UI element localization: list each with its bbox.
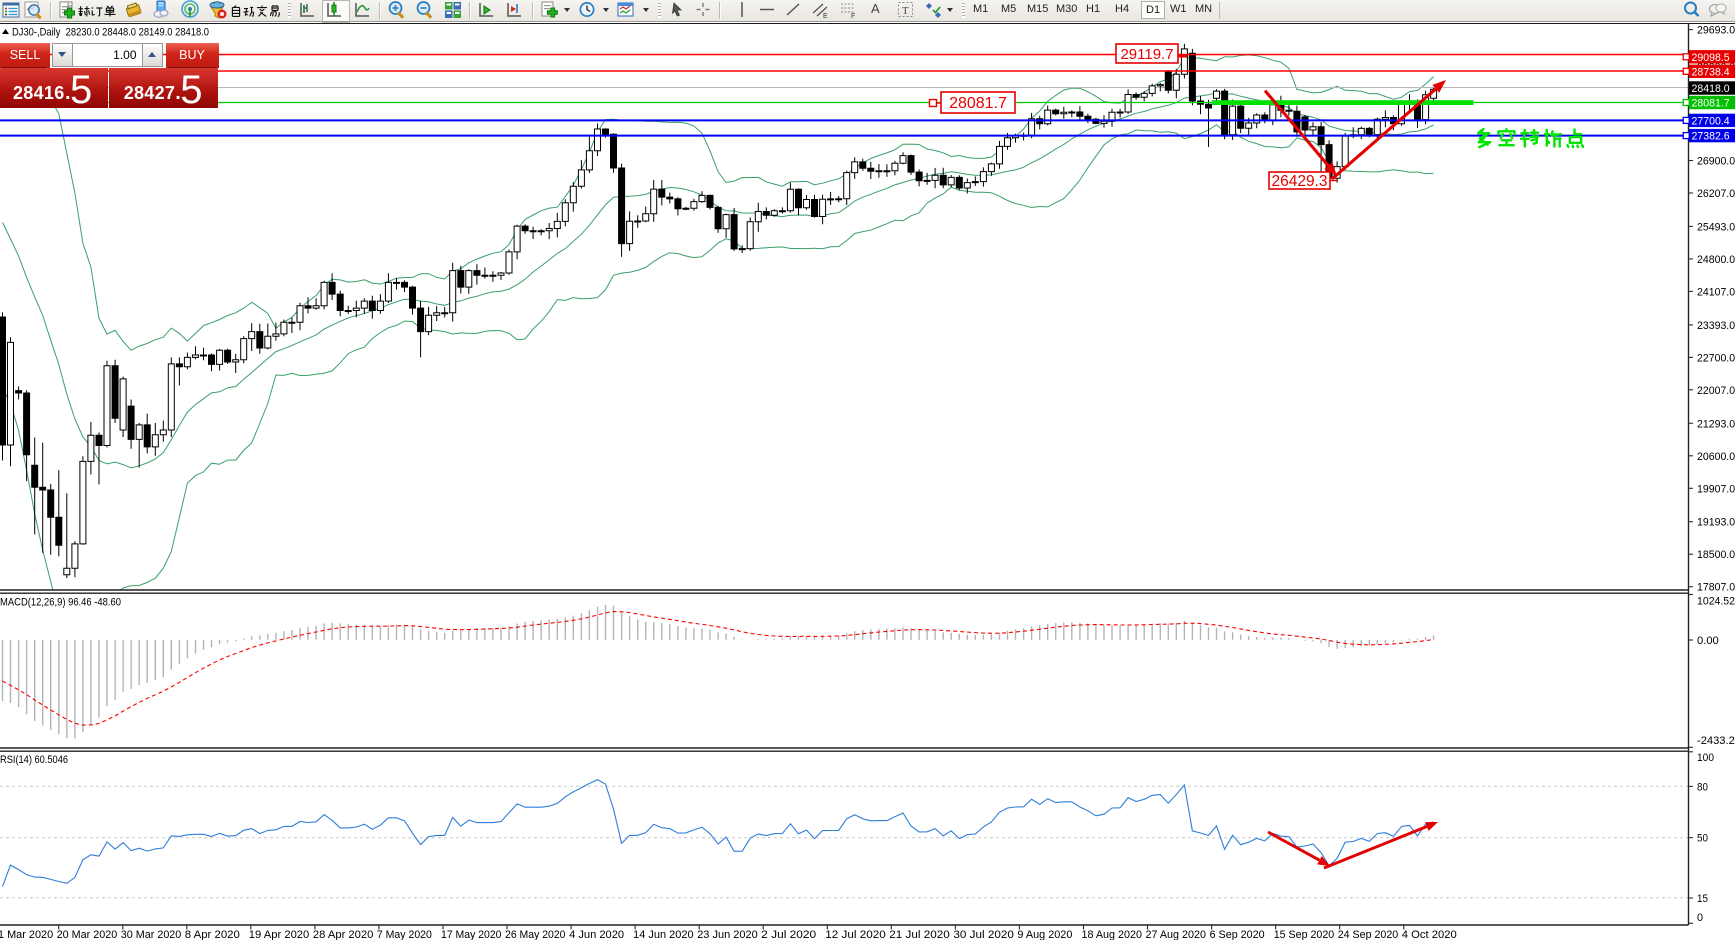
svg-text:21 Jul 2020: 21 Jul 2020 — [889, 929, 950, 940]
svg-text:0: 0 — [1697, 912, 1703, 924]
svg-text:80: 80 — [1697, 781, 1708, 793]
svg-text:8 Apr 2020: 8 Apr 2020 — [185, 929, 240, 940]
svg-text:28081.7: 28081.7 — [1692, 98, 1730, 110]
svg-text:DJ30-,Daily 28230.0 28448.0 2: DJ30-,Daily 28230.0 28448.0 28149.0 2841… — [12, 27, 209, 39]
svg-text:24107.0: 24107.0 — [1697, 286, 1735, 298]
svg-text:19907.0: 19907.0 — [1697, 483, 1735, 495]
svg-text:30 Mar 2020: 30 Mar 2020 — [121, 929, 182, 940]
svg-text:17807.0: 17807.0 — [1697, 582, 1735, 594]
svg-text:28418.0: 28418.0 — [1692, 83, 1730, 95]
svg-text:27700.4: 27700.4 — [1692, 115, 1730, 127]
svg-text:28081.7: 28081.7 — [949, 95, 1007, 112]
svg-text:17 May 2020: 17 May 2020 — [441, 929, 502, 940]
svg-text:4 Oct 2020: 4 Oct 2020 — [1402, 929, 1457, 940]
svg-text:T: T — [902, 5, 909, 17]
svg-text:26900.0: 26900.0 — [1697, 156, 1735, 168]
svg-text:29693.0: 29693.0 — [1697, 25, 1735, 37]
svg-text:11 Mar 2020: 11 Mar 2020 — [0, 929, 53, 940]
svg-text:MACD(12,26,9) 96.46 -48.60: MACD(12,26,9) 96.46 -48.60 — [0, 597, 121, 609]
svg-text:6 Sep 2020: 6 Sep 2020 — [1210, 929, 1265, 940]
svg-text:26207.0: 26207.0 — [1697, 188, 1735, 200]
svg-text:E: E — [823, 13, 828, 20]
svg-text:20 Mar 2020: 20 Mar 2020 — [57, 929, 117, 940]
svg-text:26 May 2020: 26 May 2020 — [505, 929, 566, 940]
svg-text:0.00: 0.00 — [1697, 635, 1719, 647]
svg-text:24 Sep 2020: 24 Sep 2020 — [1338, 929, 1399, 940]
svg-text:1024.52: 1024.52 — [1697, 596, 1735, 608]
svg-text:28 Apr 2020: 28 Apr 2020 — [313, 929, 374, 940]
svg-text:21293.0: 21293.0 — [1697, 418, 1735, 430]
svg-text:25493.0: 25493.0 — [1697, 221, 1735, 233]
svg-text:18 Aug 2020: 18 Aug 2020 — [1082, 929, 1143, 940]
svg-text:27 Aug 2020: 27 Aug 2020 — [1146, 929, 1207, 940]
svg-text:24800.0: 24800.0 — [1697, 254, 1735, 266]
svg-text:2 Jul 2020: 2 Jul 2020 — [761, 929, 816, 940]
svg-text:26429.3: 26429.3 — [1271, 173, 1327, 190]
svg-text:19193.0: 19193.0 — [1697, 517, 1735, 529]
svg-text:RSI(14) 60.5046: RSI(14) 60.5046 — [0, 754, 68, 766]
svg-text:4 Jun 2020: 4 Jun 2020 — [569, 929, 624, 940]
svg-text:50: 50 — [1697, 833, 1708, 845]
svg-text:29098.5: 29098.5 — [1692, 52, 1730, 64]
svg-text:19 Apr 2020: 19 Apr 2020 — [249, 929, 309, 940]
svg-text:12 Jul 2020: 12 Jul 2020 — [825, 929, 886, 940]
svg-text:22007.0: 22007.0 — [1697, 385, 1735, 397]
svg-text:23 Jun 2020: 23 Jun 2020 — [697, 929, 758, 940]
svg-text:7 May 2020: 7 May 2020 — [377, 929, 432, 940]
svg-text:23393.0: 23393.0 — [1697, 320, 1735, 332]
svg-text:27382.6: 27382.6 — [1692, 131, 1730, 143]
svg-text:15: 15 — [1697, 893, 1708, 905]
svg-text:20600.0: 20600.0 — [1697, 451, 1735, 463]
svg-text:22700.0: 22700.0 — [1697, 352, 1735, 364]
svg-text:14 Jun 2020: 14 Jun 2020 — [633, 929, 694, 940]
svg-text:18500.0: 18500.0 — [1697, 549, 1735, 561]
svg-text:-2433.25: -2433.25 — [1697, 735, 1735, 747]
svg-text:29119.7: 29119.7 — [1120, 46, 1173, 63]
svg-text:30 Jul 2020: 30 Jul 2020 — [953, 929, 1014, 940]
svg-text:F: F — [851, 13, 855, 20]
svg-text:28738.4: 28738.4 — [1692, 66, 1730, 78]
svg-text:15 Sep 2020: 15 Sep 2020 — [1274, 929, 1335, 940]
svg-text:100: 100 — [1697, 752, 1714, 764]
svg-text:9 Aug 2020: 9 Aug 2020 — [1017, 929, 1072, 940]
